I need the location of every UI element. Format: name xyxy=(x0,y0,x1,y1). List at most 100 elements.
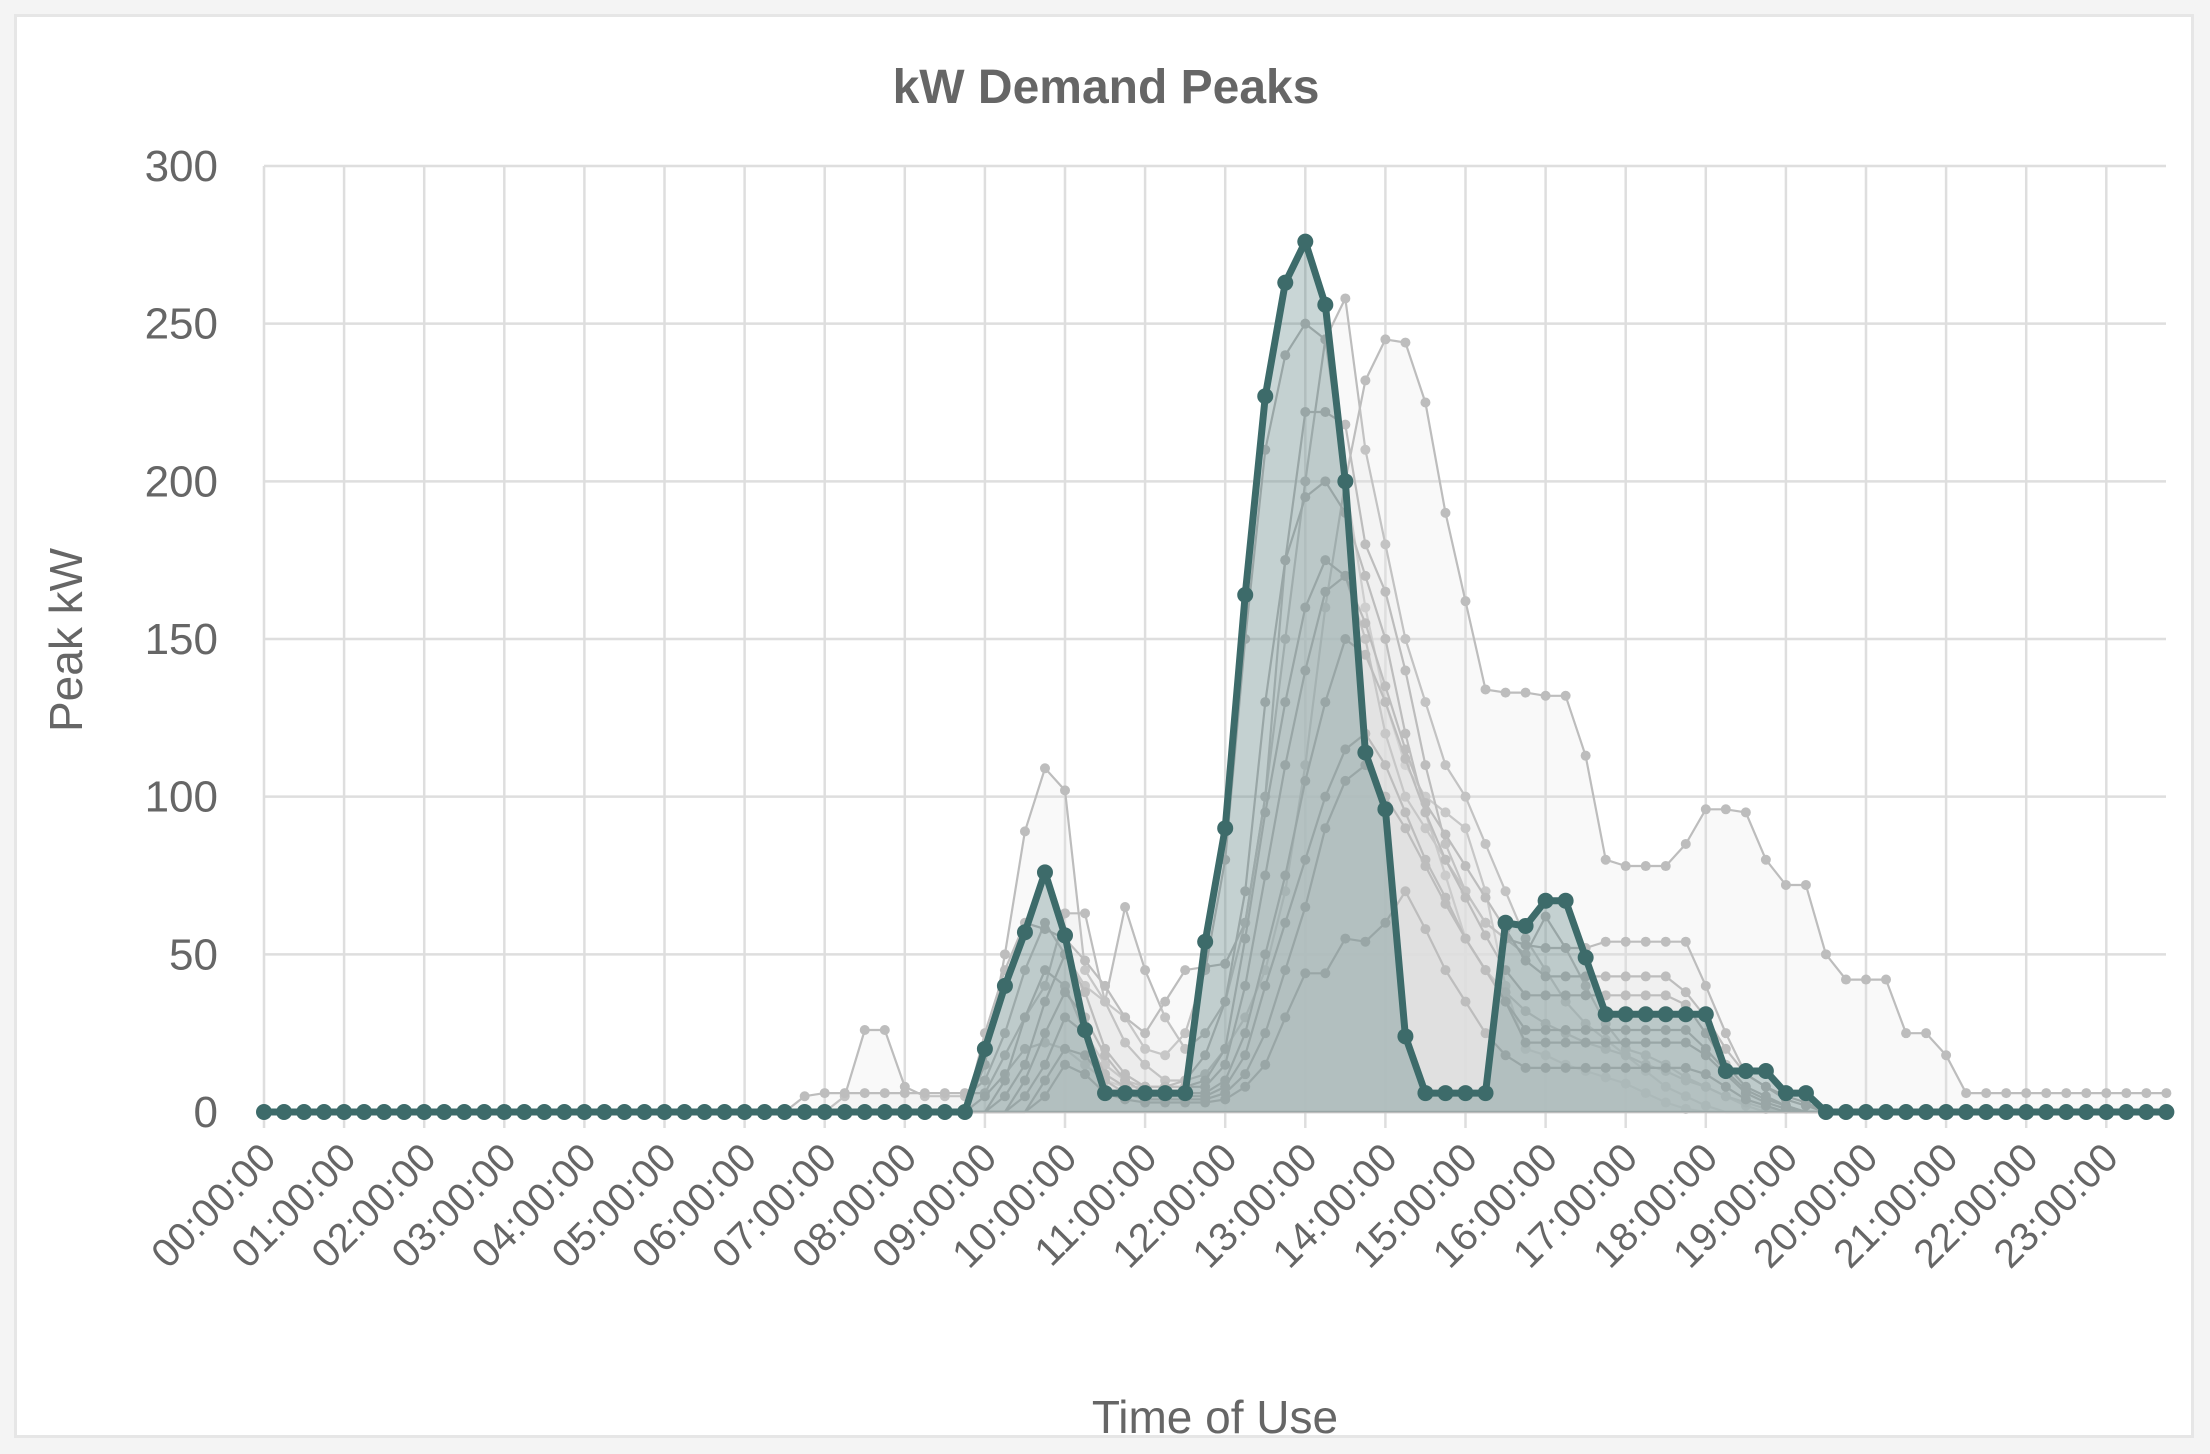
background-point xyxy=(1260,697,1271,708)
background-point xyxy=(1080,965,1091,976)
background-point xyxy=(1039,1091,1050,1102)
highlight-point xyxy=(776,1104,793,1120)
background-point xyxy=(939,1088,950,1099)
background-point xyxy=(1300,476,1311,487)
background-point xyxy=(1380,634,1391,644)
background-point xyxy=(999,949,1010,960)
highlight-point xyxy=(936,1104,953,1120)
background-point xyxy=(1440,760,1451,771)
background-point xyxy=(1320,823,1331,834)
background-point xyxy=(1100,980,1111,991)
background-point xyxy=(1720,1081,1731,1092)
highlight-point xyxy=(1918,1104,1935,1120)
background-point xyxy=(1480,917,1491,928)
background-point xyxy=(1680,838,1691,849)
background-point xyxy=(1620,1078,1631,1089)
background-point xyxy=(1800,1100,1811,1111)
background-point xyxy=(1700,1081,1711,1092)
background-point xyxy=(1220,958,1231,969)
highlight-point xyxy=(1077,1022,1094,1039)
background-point xyxy=(1580,990,1591,1001)
highlight-point xyxy=(1837,1104,1854,1120)
background-point xyxy=(1240,980,1251,991)
background-point xyxy=(1660,861,1671,872)
background-point xyxy=(1440,807,1451,818)
background-point xyxy=(1680,987,1691,998)
background-point xyxy=(899,1088,910,1099)
background-point xyxy=(1160,1050,1171,1061)
highlight-point xyxy=(2118,1104,2135,1120)
highlight-point xyxy=(1597,1006,1614,1023)
background-point xyxy=(1720,1043,1731,1054)
background-point xyxy=(1280,350,1291,361)
highlight-point xyxy=(2058,1104,2075,1120)
background-point xyxy=(1200,1050,1211,1061)
highlight-point xyxy=(496,1104,513,1120)
background-point xyxy=(1220,1059,1231,1070)
background-point xyxy=(819,1088,830,1099)
background-point xyxy=(1380,681,1391,692)
background-point xyxy=(1360,602,1371,613)
highlight-point xyxy=(1637,1006,1654,1023)
background-point xyxy=(1380,697,1391,708)
highlight-point xyxy=(536,1104,553,1120)
background-point xyxy=(1360,375,1371,386)
highlight-point xyxy=(596,1104,613,1120)
background-point xyxy=(1060,908,1070,919)
background-point xyxy=(1060,785,1070,796)
background-point xyxy=(1640,1037,1651,1048)
background-point xyxy=(1740,1094,1751,1105)
background-point xyxy=(859,1088,870,1099)
background-point xyxy=(1360,634,1371,644)
highlight-point xyxy=(1497,914,1514,931)
highlight-point xyxy=(1157,1085,1174,1102)
background-point xyxy=(1360,444,1371,455)
highlight-point xyxy=(316,1104,333,1120)
highlight-point xyxy=(1577,949,1594,966)
background-point xyxy=(1440,829,1451,840)
background-point xyxy=(1720,1091,1731,1102)
background-point xyxy=(1600,936,1611,947)
highlight-point xyxy=(1797,1085,1814,1102)
highlight-point xyxy=(1277,274,1294,291)
background-point xyxy=(1580,1025,1591,1036)
background-point xyxy=(2041,1088,2052,1099)
background-point xyxy=(979,1091,990,1102)
background-point xyxy=(2141,1088,2152,1099)
highlight-point xyxy=(1537,892,1554,909)
background-point xyxy=(1360,570,1371,581)
highlight-point xyxy=(556,1104,573,1120)
background-point xyxy=(1320,791,1331,802)
y-tick-label: 100 xyxy=(145,773,218,822)
background-point xyxy=(1660,1025,1671,1036)
background-point xyxy=(1120,902,1131,913)
highlight-point xyxy=(276,1104,293,1120)
background-point xyxy=(1019,965,1030,976)
background-point xyxy=(1901,1028,1912,1039)
background-point xyxy=(1140,1043,1151,1054)
background-point xyxy=(2021,1088,2032,1099)
background-point xyxy=(1380,728,1391,739)
background-point xyxy=(1660,1097,1671,1108)
background-point xyxy=(1460,892,1471,903)
background-point xyxy=(1440,507,1451,518)
background-point xyxy=(999,1091,1010,1102)
background-point xyxy=(1140,1028,1151,1039)
background-point xyxy=(1320,476,1331,487)
background-point xyxy=(1320,555,1331,566)
background-point xyxy=(1861,974,1871,985)
background-point xyxy=(1300,492,1311,503)
background-point xyxy=(1360,539,1371,550)
background-point xyxy=(1620,861,1631,872)
background-point xyxy=(1580,1062,1591,1073)
highlight-point xyxy=(1757,1063,1774,1080)
background-point xyxy=(1440,870,1451,881)
background-point xyxy=(1520,687,1531,698)
background-point xyxy=(1019,826,1030,837)
highlight-point xyxy=(1817,1104,1834,1120)
background-point xyxy=(1019,1043,1030,1054)
highlight-point xyxy=(416,1104,433,1120)
highlight-point xyxy=(376,1104,393,1120)
background-point xyxy=(1260,1028,1271,1039)
